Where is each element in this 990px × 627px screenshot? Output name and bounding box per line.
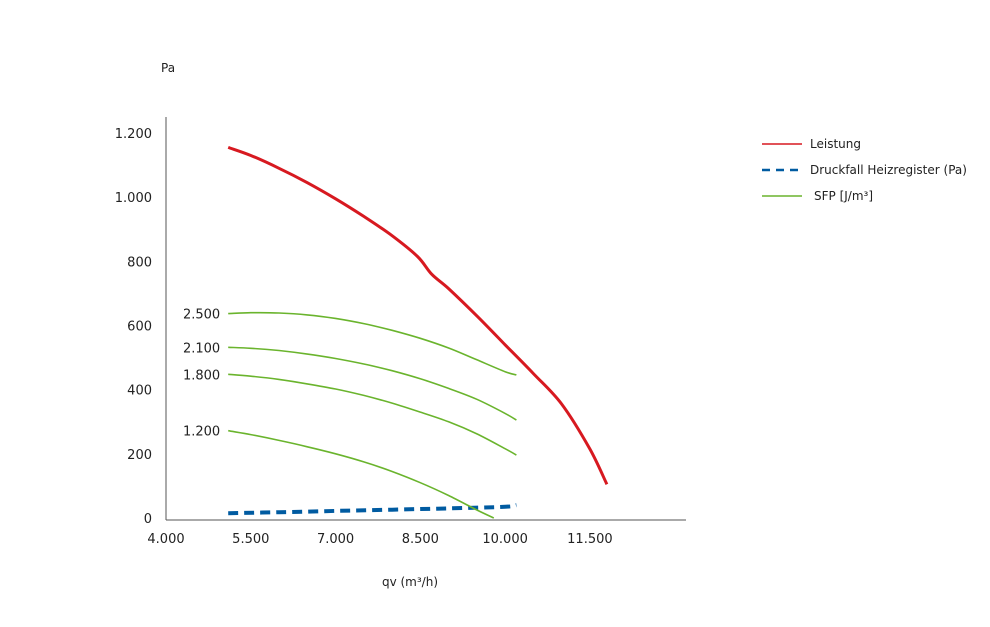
sfp-curve-label: 1.200 bbox=[183, 425, 220, 440]
y-tick-label: 200 bbox=[127, 448, 152, 463]
sfp-curve-label: 2.500 bbox=[183, 308, 220, 323]
x-tick-label: 7.000 bbox=[317, 532, 354, 547]
sfp-curve-label: 1.800 bbox=[183, 368, 220, 383]
y-tick-label: 0 bbox=[144, 512, 152, 527]
x-axis-title: qv (m³/h) bbox=[382, 575, 438, 589]
curve-labels: 2.500 2.100 1.800 1.200 bbox=[183, 308, 220, 440]
sfp-curve-label: 2.100 bbox=[183, 341, 220, 356]
y-tick-label: 1.000 bbox=[115, 191, 152, 206]
series-layer bbox=[227, 145, 609, 519]
axes: 0 200 400 600 800 1.000 1.200 4.000 5.500 7.000 8.… bbox=[115, 61, 686, 589]
x-tick-label: 11.500 bbox=[567, 532, 613, 547]
x-tick-label: 5.500 bbox=[232, 532, 269, 547]
series-sfp-2 bbox=[228, 346, 517, 421]
legend-label: SFP [J/m³] bbox=[814, 189, 873, 203]
legend: Leistung Druckfall Heizregister (Pa) SFP [… bbox=[762, 137, 967, 203]
x-tick-label: 8.500 bbox=[402, 532, 439, 547]
legend-label: Druckfall Heizregister (Pa) bbox=[810, 163, 967, 177]
series-leistung bbox=[227, 145, 609, 485]
y-axis-title: Pa bbox=[161, 61, 175, 75]
y-tick-label: 400 bbox=[127, 384, 152, 399]
legend-label: Leistung bbox=[810, 137, 861, 151]
y-tick-label: 800 bbox=[127, 255, 152, 270]
series-sfp-3 bbox=[228, 373, 517, 456]
y-tick-label: 600 bbox=[127, 320, 152, 335]
x-tick-label: 4.000 bbox=[147, 532, 184, 547]
series-sfp-1 bbox=[228, 311, 517, 376]
y-tick-label: 1.200 bbox=[115, 127, 152, 142]
x-tick-label: 10.000 bbox=[482, 532, 528, 547]
series-druckfall bbox=[228, 503, 517, 516]
series-sfp-4 bbox=[228, 429, 495, 519]
